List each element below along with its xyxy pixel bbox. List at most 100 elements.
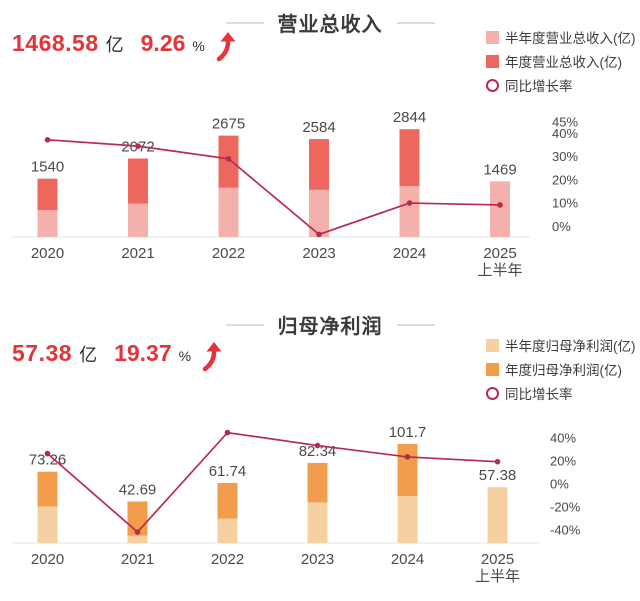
x-axis-category-label: 2022 (211, 551, 244, 568)
growth-line-marker (314, 442, 321, 449)
growth-line-marker (494, 458, 501, 465)
growth-line-marker (497, 202, 503, 208)
bar-value-label: 101.7 (389, 424, 427, 441)
legend-item-annual-revenue: 年度营业总收入(亿) (486, 54, 636, 70)
growth-line-marker (225, 155, 232, 162)
pct-axis-tick-label: -40% (550, 523, 581, 538)
legend-label: 年度归母净利润(亿) (505, 363, 622, 378)
revenue-chart: 1540202020722021267520222584202328442024… (12, 109, 578, 279)
halfyear-bar-segment (490, 181, 510, 237)
revenue-kpi-percent-sign: % (192, 38, 205, 54)
title-dash-left (225, 323, 264, 326)
revenue-title-row: 营业总收入 (20, 8, 640, 37)
growth-line-marker (134, 529, 141, 535)
x-axis-category-sublabel: 上半年 (475, 568, 520, 585)
profit-kpi-percent-sign: % (178, 348, 192, 364)
bar-value-label: 61.74 (209, 463, 247, 480)
growth-line-marker (224, 429, 231, 436)
pct-axis-tick-label: 10% (552, 196, 578, 211)
title-dash-right (396, 323, 435, 326)
halfyear-bar-segment (217, 518, 238, 543)
growth-rate-ring-icon (486, 78, 499, 92)
halfyear-bar-segment (37, 506, 58, 543)
pct-axis-tick-label: 0% (552, 219, 571, 234)
growth-line-marker (406, 200, 413, 206)
legend-label: 同比增长率 (505, 79, 573, 94)
pct-axis-tick-label: 45% (552, 114, 578, 129)
revenue-kpi: 1468.58 亿 9.26 % (12, 30, 238, 65)
halfyear-bar-segment (307, 502, 328, 543)
legend-item-halfyear-revenue: 半年度营业总收入(亿) (486, 30, 636, 46)
legend-label: 年度营业总收入(亿) (505, 55, 622, 70)
x-axis-category-label: 2022 (212, 245, 245, 262)
halfyear-revenue-swatch-icon (486, 30, 499, 44)
growth-line-marker (44, 450, 51, 457)
annual-bar-segment (218, 135, 239, 188)
pct-axis-tick-label: 20% (552, 172, 578, 187)
growth-line-marker (44, 137, 51, 143)
x-axis-category-label: 2025 (481, 551, 514, 568)
halfyear-bar-segment (397, 496, 418, 543)
halfyear-bar-segment (399, 186, 420, 237)
annual-bar-segment (397, 444, 418, 497)
profit-legend: 半年度归母净利润(亿) 年度归母净利润(亿) 同比增长率 (486, 338, 636, 402)
halfyear-bar-segment (218, 187, 239, 237)
annual-bar-segment (217, 482, 238, 519)
annual-bar-segment (399, 129, 420, 187)
pct-axis-tick-label: 40% (552, 126, 578, 141)
profit-kpi-growth: 19.37 (114, 340, 172, 366)
legend-label: 半年度归母净利润(亿) (505, 339, 636, 354)
growth-line-marker (135, 143, 141, 149)
annual-bar-segment (128, 158, 148, 204)
up-arrow-icon (216, 32, 238, 67)
legend-item-growth-rate: 同比增长率 (486, 78, 636, 94)
bar-value-label: 73.26 (29, 452, 67, 469)
growth-rate-ring-icon (486, 386, 499, 400)
x-axis-category-label: 2021 (121, 245, 154, 262)
profit-kpi: 57.38 亿 19.37 % (12, 340, 224, 375)
annual-profit-swatch-icon (486, 362, 499, 376)
x-axis-category-label: 2020 (31, 551, 64, 568)
bar-value-label: 2584 (302, 119, 335, 136)
x-axis-category-label: 2021 (121, 551, 154, 568)
legend-label: 同比增长率 (505, 387, 573, 402)
pct-axis-tick-label: 20% (550, 453, 576, 468)
x-axis-category-label: 2024 (391, 551, 424, 568)
bar-value-label: 1540 (31, 159, 64, 176)
profit-kpi-value: 57.38 (12, 340, 73, 366)
x-axis-category-label: 2023 (301, 551, 334, 568)
x-axis-category-label: 2025 (483, 245, 516, 262)
annual-bar-segment (37, 178, 58, 211)
growth-line-marker (316, 231, 322, 238)
x-axis-category-label: 2020 (31, 245, 64, 262)
pct-axis-tick-label: 40% (550, 430, 576, 445)
profit-section-title: 归母净利润 (277, 316, 383, 338)
pct-axis-tick-label: 0% (550, 477, 569, 492)
bar-value-label: 42.69 (119, 481, 157, 498)
halfyear-bar-segment (309, 189, 329, 237)
halfyear-bar-segment (127, 535, 148, 543)
revenue-legend: 半年度营业总收入(亿) 年度营业总收入(亿) 同比增长率 (486, 30, 636, 94)
annual-bar-segment (307, 462, 328, 503)
annual-bar-segment (37, 471, 58, 507)
halfyear-bar-segment (37, 210, 58, 237)
profit-kpi-unit: 亿 (79, 345, 98, 365)
growth-line (47, 138, 501, 236)
revenue-kpi-value: 1468.58 (12, 30, 99, 56)
pct-axis-tick-label: 30% (552, 149, 578, 164)
bar-value-label: 2675 (212, 116, 245, 133)
title-dash-right (396, 21, 435, 24)
revenue-section-title: 营业总收入 (277, 14, 383, 36)
halfyear-profit-swatch-icon (486, 338, 499, 352)
legend-item-halfyear-profit: 半年度归母净利润(亿) (486, 338, 636, 354)
bar-value-label: 57.38 (479, 467, 517, 484)
halfyear-bar-segment (487, 487, 508, 543)
pct-axis-tick-label: -20% (550, 500, 581, 515)
title-dash-left (225, 21, 264, 24)
growth-line-marker (404, 454, 411, 460)
legend-item-annual-profit: 年度归母净利润(亿) (486, 362, 636, 378)
bar-value-label: 1469 (483, 161, 516, 178)
legend-label: 半年度营业总收入(亿) (505, 31, 636, 46)
annual-bar-segment (309, 139, 329, 190)
